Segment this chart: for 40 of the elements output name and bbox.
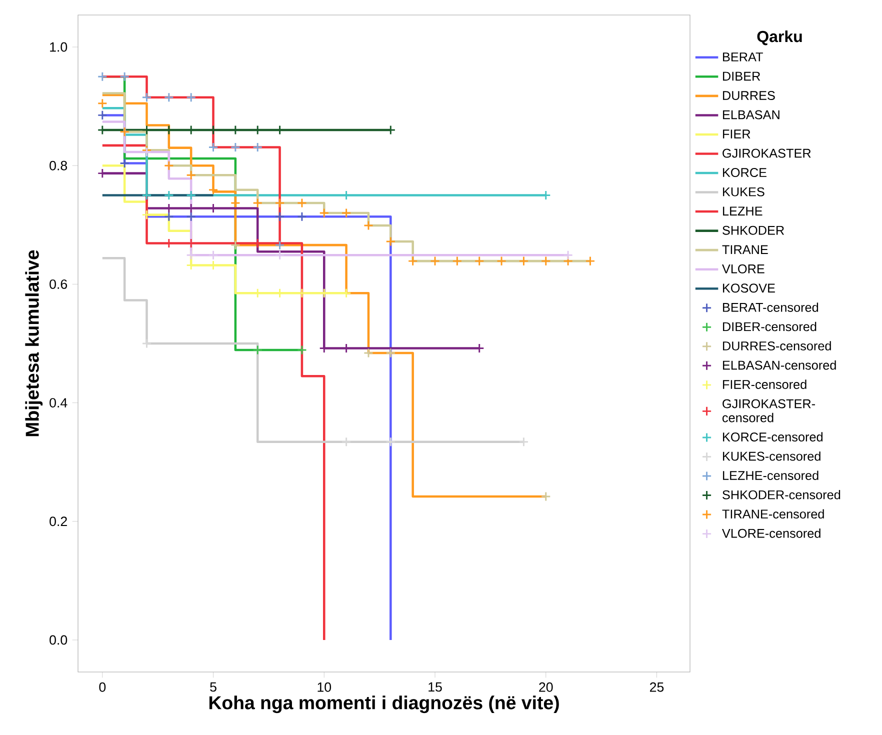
x-tick-label: 5 xyxy=(210,682,216,692)
x-tick-label: 0 xyxy=(99,682,106,692)
legend-label: DURRES-censored xyxy=(723,341,831,350)
legend-label: TIRANE xyxy=(722,245,768,254)
x-axis-title: Koha nga momenti i diagnozës (në vite) xyxy=(209,696,559,714)
y-tick-label: 0.6 xyxy=(50,279,68,289)
x-tick-label: 25 xyxy=(650,682,664,692)
y-tick-label: 0.2 xyxy=(50,516,67,526)
legend-label: LEZHE xyxy=(723,206,762,216)
legend-label: ELBASAN-censored xyxy=(723,360,836,370)
y-tick-label: 0.8 xyxy=(50,160,68,170)
legend-label: KOSOVE xyxy=(723,284,775,293)
y-tick-label: 1.0 xyxy=(50,42,68,52)
legend-label: DIBER xyxy=(723,72,760,81)
legend-label: DIBER-censored xyxy=(723,322,816,332)
legend-title: Qarku xyxy=(757,30,802,46)
y-tick-label: 0.4 xyxy=(50,398,68,408)
legend-label: SHKODER-censored xyxy=(722,490,840,500)
y-tick-label: 0.0 xyxy=(50,635,68,645)
legend-label: LEZHE-censored xyxy=(723,470,818,480)
legend-label: ELBASAN xyxy=(723,110,780,120)
legend-label: BERAT xyxy=(723,52,763,62)
legend-label: BERAT-censored xyxy=(723,302,818,312)
x-tick-label: 20 xyxy=(539,682,553,692)
legend-label: SHKODER xyxy=(722,226,784,235)
legend-label: GJIROKASTER-censored xyxy=(722,399,816,422)
x-tick-label: 10 xyxy=(318,682,332,692)
legend-label: TIRANE-censored xyxy=(722,509,824,519)
legend-label: KORCE xyxy=(723,168,766,178)
legend-label: FIER xyxy=(723,130,750,138)
x-tick-label: 15 xyxy=(428,682,442,692)
legend-label: VLORE-censored xyxy=(722,528,820,538)
legend-label: GJIROKASTER xyxy=(722,148,811,158)
legend-label: FIER-censored xyxy=(723,380,806,389)
y-axis-title: Mbijetesa kumulative xyxy=(25,250,43,436)
legend-label: DURRES xyxy=(723,91,775,100)
legend-label: KUKES-censored xyxy=(723,451,820,461)
legend-label: VLORE xyxy=(722,264,764,274)
legend-label: KORCE-censored xyxy=(723,432,823,442)
legend-label: KUKES xyxy=(723,187,764,196)
